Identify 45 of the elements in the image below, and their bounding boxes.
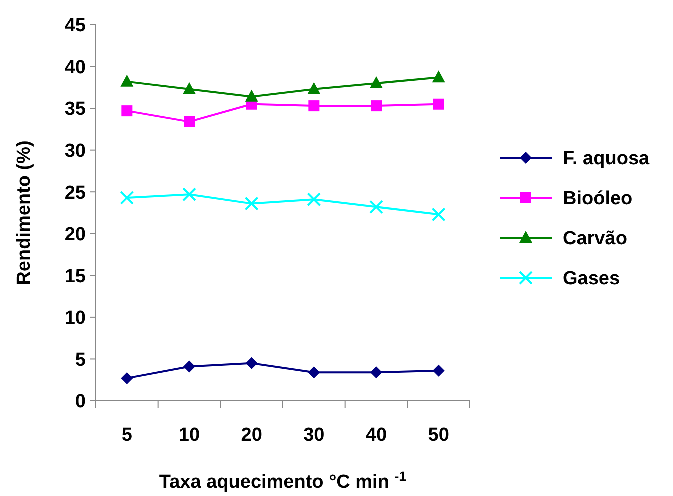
point [432, 70, 446, 83]
point [121, 372, 134, 384]
point [183, 82, 196, 94]
legend-label: F. aquosa [563, 148, 650, 170]
point [308, 82, 321, 94]
y-tick-label: 35 [64, 99, 86, 120]
point [246, 357, 258, 370]
point [184, 116, 195, 128]
point [182, 188, 196, 202]
point [433, 98, 444, 110]
point [371, 100, 382, 112]
point [122, 106, 133, 117]
y-tick-label: 15 [64, 266, 86, 288]
y-tick-label: 25 [64, 182, 86, 204]
point [244, 196, 259, 211]
point [308, 100, 320, 112]
x-tick-label: 5 [122, 425, 133, 446]
x-tick-label: 50 [428, 425, 450, 446]
point [432, 364, 445, 377]
point [370, 200, 384, 214]
point [370, 76, 383, 88]
point [184, 360, 196, 373]
point [308, 366, 320, 379]
x-tick-label: 10 [178, 425, 200, 446]
x-tick-label: 40 [366, 425, 388, 446]
y-axis-title: Rendimento (%) [14, 140, 35, 286]
x-axis-title: Taxa aquecimento °C min $^{-1}$ [159, 468, 408, 493]
point [432, 208, 446, 222]
point [120, 74, 134, 87]
y-tick-label: 20 [64, 224, 86, 246]
legend-label: Carvão [563, 228, 628, 250]
y-tick-label: 45 [64, 16, 86, 37]
y-tick-label: 40 [64, 57, 86, 78]
y-tick-label: 0 [75, 392, 86, 413]
y-tick-label: 5 [75, 350, 86, 371]
legend-label: Bioóleo [563, 188, 633, 210]
point [120, 190, 134, 205]
x-tick-label: 30 [304, 425, 325, 446]
y-tick-label: 10 [64, 308, 86, 330]
point [245, 90, 258, 102]
legend-label: Gases [563, 268, 620, 290]
y-tick-label: 30 [64, 140, 86, 162]
point [307, 192, 322, 207]
point [370, 366, 382, 379]
x-tick-label: 20 [241, 425, 262, 446]
